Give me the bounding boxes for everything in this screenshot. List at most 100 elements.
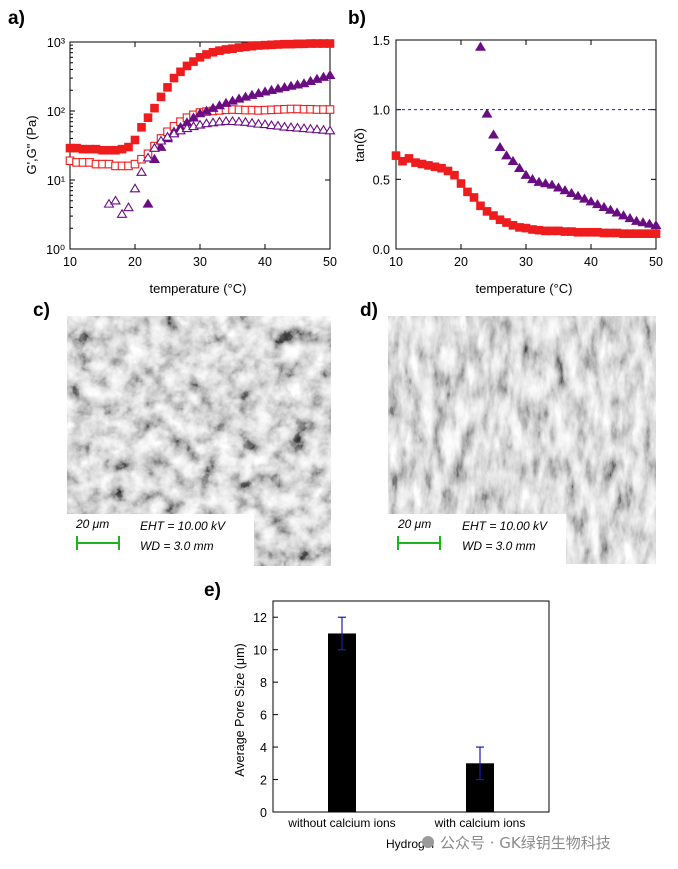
chart-a-series3-point [142,152,154,162]
chart-b-series1-point [631,215,642,225]
chart-b-series1-point [650,219,662,230]
sem-d-eht: EHT = 10.00 kV [462,519,548,533]
chart-b-series0-point [450,170,459,180]
chart-a-series3-point [123,202,134,212]
chart-a-xtick-label: 20 [128,255,142,269]
chart-a-xtick-label: 30 [193,255,207,269]
chart-b-ytick-label: 1.0 [373,104,390,118]
chart-e-category-label: with calcium ions [434,816,526,830]
chart-b-series1-point [475,41,486,51]
chart-a-series3-point [298,123,310,133]
sem-info-box-d [388,514,566,564]
chart-e-ytick-label: 2 [260,774,267,788]
chart-b-series1-point [520,169,532,179]
chart-a-series0-point [130,135,140,145]
chart-b-ytick-label: 0.0 [373,243,390,257]
chart-b-series0-point [391,151,401,160]
chart-b-series1-point [540,178,551,188]
sem-c-scale-label: 20 μm [75,517,109,531]
wechat-icon [422,836,434,848]
panel-b-label: b) [348,8,366,29]
chart-a-series3-point [272,120,284,130]
panel-a-label: a) [8,8,25,29]
chart-a-series3-point [259,119,271,129]
chart-a-ytick-label: 10¹ [47,174,65,188]
chart-b-xtick-label: 10 [389,255,403,269]
chart-a-xlabel: temperature (°C) [150,281,247,296]
chart-b-series1-point [605,204,616,214]
chart-a-series2-point [324,69,336,79]
chart-a-series2-point [155,141,167,151]
sem-d-scale-label: 20 μm [397,517,431,531]
chart-a-series0-point [176,67,185,77]
chart-a-series3-point [110,195,121,205]
chart-a-xtick-label: 50 [323,255,337,269]
chart-e-ytick-label: 0 [260,806,267,820]
chart-b-series1-point [553,182,564,192]
chart-b-series0-point [476,201,485,211]
chart-b-series1-point [546,179,558,189]
chart-b-ytick-label: 0.5 [373,173,390,187]
chart-b-ytick-label: 1.5 [373,34,390,48]
chart-a-series3-point [253,118,264,128]
chart-b-series1-point [501,150,512,160]
chart-a-series3-point [266,119,277,130]
panel-e-label: e) [204,580,221,601]
chart-a-series3-point [136,166,147,176]
chart-a-series3-point [318,124,329,134]
chart-b-series1-point [611,207,623,217]
sem-image-c: 20 μm EHT = 10.00 kV WD = 3.0 mm [67,316,331,566]
chart-e-ytick-label: 10 [253,644,267,658]
panel-d-label: d) [360,300,378,321]
chart-b-series1-point [624,213,636,223]
chart-e-ytick-label: 4 [260,741,267,755]
chart-b-series1-point [559,185,571,195]
chart-a-series0-point [137,123,146,132]
chart-a-series0-point [163,83,172,92]
chart-b-series1-point [618,210,629,220]
chart-a-series3-point [233,116,245,126]
chart-b-xlabel: temperature (°C) [476,281,573,296]
chart-a-series1-point [130,159,140,169]
chart-b-series1-point [494,141,506,152]
chart-a-series2-point [142,198,154,208]
chart-a-frame [69,41,331,250]
chart-b-xtick-label: 50 [649,255,663,269]
sem-d-wd: WD = 3.0 mm [462,539,536,553]
chart-a-series0-point [143,113,153,122]
chart-a-series0-point [169,73,179,83]
chart-b-series1-point [637,217,649,227]
chart-a-series3-point [246,117,258,127]
sem-c-wd: WD = 3.0 mm [140,539,214,553]
chart-e-ytick-label: 12 [253,611,267,625]
chart-b-series1-point [592,199,603,209]
chart-b-series1-point [572,190,584,200]
chart-a-xtick-label: 40 [258,255,272,269]
chart-e-category-label: without calcium ions [287,816,395,830]
chart-b-series0-point [463,187,472,197]
chart-a-series3-point [292,122,303,132]
chart-b-series0-point [651,229,661,238]
chart-b-frame [395,39,657,250]
chart-a-ytick-label: 10⁰ [46,243,65,257]
chart-b-series1-point [514,162,525,172]
chart-a-series3-point [227,115,238,126]
chart-a-series0-point [325,39,335,48]
chart-a-series3-point [279,121,290,131]
chart-a-series3-point [324,125,336,135]
chart-a-series3-point [240,116,251,126]
chart-b-series1-point [481,108,493,118]
chart-b-series1-point [579,193,590,203]
sem-info-box-c [67,514,254,566]
chart-b-series0-point [469,193,479,202]
chart-a-ytick-label: 10³ [47,36,65,50]
chart-a-xtick-label: 10 [63,255,77,269]
chart-e: Average Pore Size (μm) Hydrogel 0 2 4 6 8 10 1… [233,600,550,851]
chart-a-series0-point [124,142,133,152]
chart-a-series3-point [285,121,297,132]
panel-c-label: c) [33,300,50,321]
chart-b-xtick-label: 40 [584,255,598,269]
chart-e-ylabel: Average Pore Size (μm) [233,643,247,776]
chart-b-xtick-label: 20 [454,255,468,269]
